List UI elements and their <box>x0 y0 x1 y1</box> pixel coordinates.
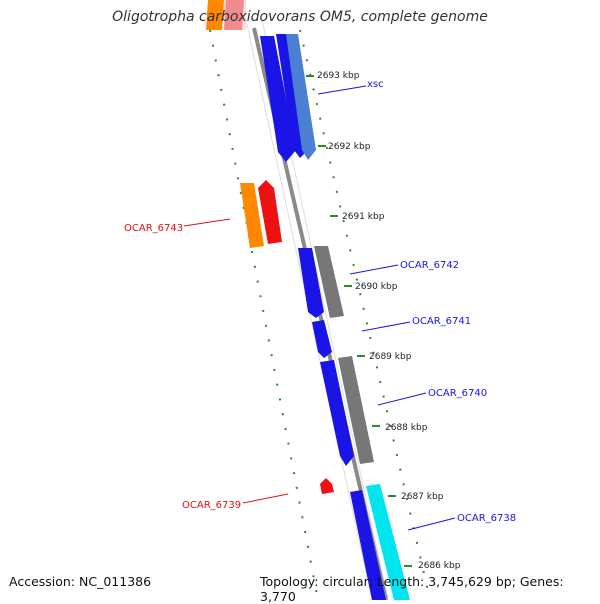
gene-label-ocar6742[interactable]: OCAR_6742 <box>400 260 459 271</box>
scale-label-2686: 2686 kbp <box>418 561 461 571</box>
scale-ticks <box>306 75 412 567</box>
gene-arrow-ocar6738-cyan <box>366 484 410 600</box>
gene-label-ocar6739[interactable]: OCAR_6739 <box>182 500 241 511</box>
gene-arrow-ocar6740-gray <box>338 356 374 464</box>
gene-label-ocar6738[interactable]: OCAR_6738 <box>457 513 516 524</box>
gene-arrow-ocar6743-red <box>258 180 282 244</box>
accession-text: Accession: NC_011386 <box>9 574 152 589</box>
genome-title: Oligotropha carboxidovorans OM5, complet… <box>112 9 488 25</box>
scale-label-2693: 2693 kbp <box>317 71 360 81</box>
gene-arrow-ocar6738-blue <box>350 490 386 600</box>
gene-arrow-ocar6739 <box>320 478 334 494</box>
gene-arrow-ocar6741 <box>312 320 332 358</box>
gene-arrow-ocar6743-orange <box>240 183 264 248</box>
gene-arrow-xsc-1 <box>260 36 296 162</box>
scale-label-2688: 2688 kbp <box>385 423 428 433</box>
gene-arrow-xsc-3 <box>286 34 316 160</box>
gene-arrow-ocar6740-blue <box>320 360 354 466</box>
scale-label-2692: 2692 kbp <box>328 142 371 152</box>
scale-label-2689: 2689 kbp <box>369 352 412 362</box>
gene-label-ocar6740[interactable]: OCAR_6740 <box>428 388 487 399</box>
scale-label-2687: 2687 kbp <box>401 492 444 502</box>
gene-arrow-pink-clipped <box>224 0 246 30</box>
gene-label-ocar6741[interactable]: OCAR_6741 <box>412 316 471 327</box>
scale-label-2690: 2690 kbp <box>355 282 398 292</box>
scale-label-2691: 2691 kbp <box>342 212 385 222</box>
gene-label-xsc[interactable]: xsc <box>367 79 384 90</box>
gene-arrow-ocar6742-blue <box>298 248 324 318</box>
gene-label-ocar6743[interactable]: OCAR_6743 <box>124 223 183 234</box>
label-leader-lines <box>183 85 456 531</box>
gene-arrow-ocar6742-gray <box>314 246 344 318</box>
gene-arrow-orange-clipped <box>206 0 224 30</box>
